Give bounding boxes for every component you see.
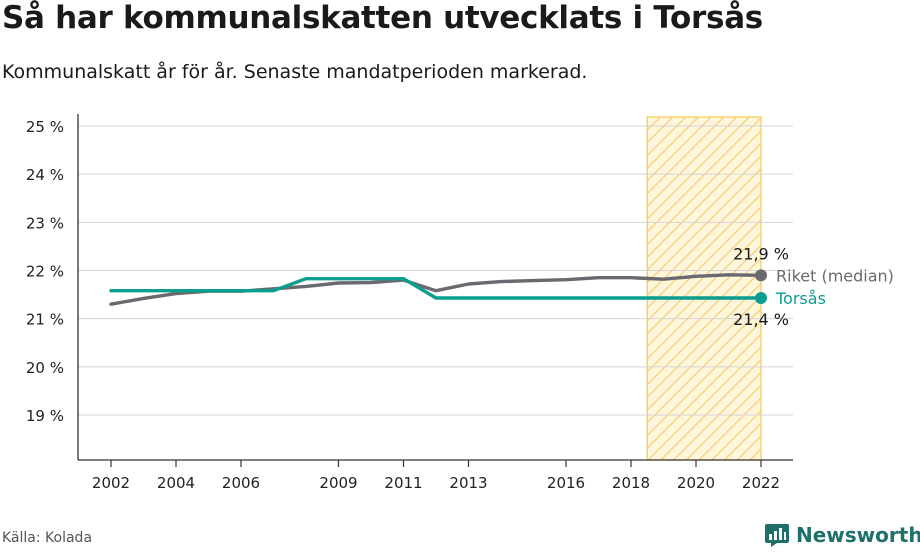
- x-tick-label: 2018: [612, 474, 650, 492]
- y-tick-label: 22 %: [26, 263, 64, 281]
- y-tick-label: 25 %: [26, 118, 64, 136]
- newsworthy-logo-icon: [765, 524, 789, 547]
- x-tick-label: 2004: [157, 474, 195, 492]
- brand-name: Newsworthy: [796, 523, 920, 547]
- source-note: Källa: Kolada: [2, 530, 93, 546]
- x-tick-label: 2022: [742, 474, 780, 492]
- y-tick-label: 20 %: [26, 359, 64, 377]
- series-line-torsas: [109, 277, 763, 300]
- chart-title: Så har kommunalskatten utvecklats i Tors…: [2, 0, 763, 36]
- x-tick-label: 2020: [677, 474, 715, 492]
- x-tick-label: 2009: [319, 474, 357, 492]
- x-tick-label: 2011: [384, 474, 422, 492]
- value-label-torsas: 21,4 %: [733, 310, 789, 329]
- series-label-torsas: Torsås: [775, 289, 826, 308]
- series-endpoint-riket: [755, 269, 767, 282]
- y-tick-label: 23 %: [26, 214, 64, 232]
- series-label-riket: Riket (median): [776, 266, 894, 285]
- x-tick-label: 2006: [222, 474, 260, 492]
- value-label-riket: 21,9 %: [733, 244, 789, 263]
- y-tick-label: 21 %: [26, 311, 64, 329]
- chart-subtitle: Kommunalskatt år för år. Senaste mandatp…: [2, 61, 588, 83]
- newsworthy-logo: Newsworthy: [764, 519, 920, 551]
- y-tick-label: 19 %: [26, 407, 64, 425]
- highlight-period: [646, 116, 762, 461]
- x-tick-label: 2013: [449, 474, 487, 492]
- series-endpoint-torsas: [755, 291, 767, 304]
- x-tick-label: 2002: [92, 474, 130, 492]
- y-tick-label: 24 %: [26, 166, 64, 184]
- x-tick-label: 2016: [547, 474, 585, 492]
